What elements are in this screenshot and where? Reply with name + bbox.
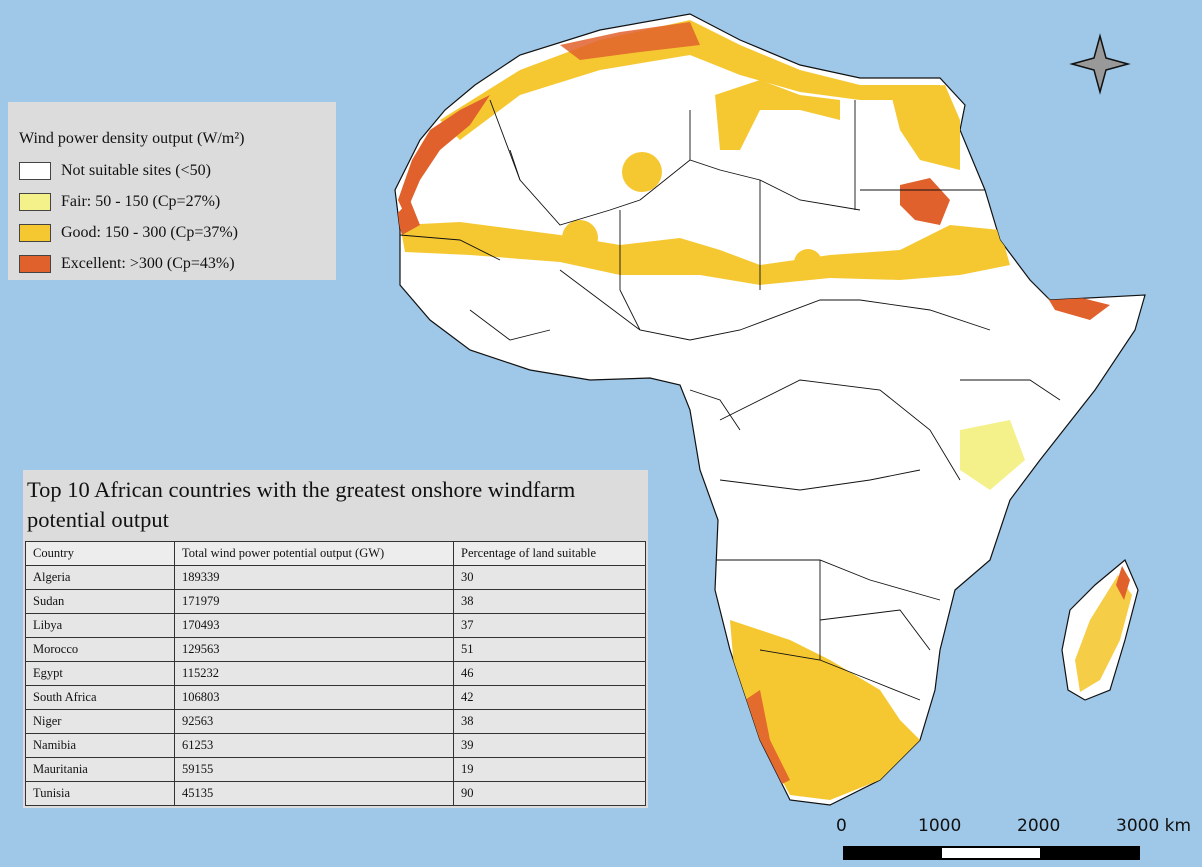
column-header-output: Total wind power potential output (GW) [174, 541, 454, 566]
wind-zone-madagascar [1075, 575, 1132, 692]
cell-output: 92563 [174, 709, 454, 734]
cell-country: Sudan [25, 589, 175, 614]
legend-label: Good: 150 - 300 (Cp=37%) [61, 223, 239, 241]
table-row: Mauritania 59155 19 [25, 757, 646, 782]
cell-percentage: 38 [453, 589, 646, 614]
legend-swatch [19, 223, 51, 242]
cell-output: 115232 [174, 661, 454, 686]
cell-country: Egypt [25, 661, 175, 686]
table-row: Egypt 115232 46 [25, 661, 646, 686]
cell-percentage: 42 [453, 685, 646, 710]
wind-zone-botswana-spot [814, 672, 850, 708]
table-title: Top 10 African countries with the greate… [27, 477, 576, 532]
legend-label: Excellent: >300 (Cp=43%) [61, 254, 235, 272]
cell-output: 106803 [174, 685, 454, 710]
cell-output: 129563 [174, 637, 454, 662]
scale-label-0: 0 [836, 816, 847, 836]
cell-country: Algeria [25, 565, 175, 590]
cell-country: Niger [25, 709, 175, 734]
legend-title: Wind power density output (W/m²) [19, 130, 245, 147]
cell-output: 189339 [174, 565, 454, 590]
wind-zone-libya [715, 80, 840, 150]
africa-landmass [394, 13, 1146, 806]
legend-item-not-suitable: Not suitable sites (<50) [19, 155, 336, 186]
wind-zone-chad-spot [794, 249, 822, 277]
legend-item-good: Good: 150 - 300 (Cp=37%) [19, 217, 336, 248]
column-header-country: Country [25, 541, 175, 566]
country-borders [399, 99, 1061, 701]
wind-zone-cape-excellent [745, 690, 790, 785]
scale-label-1000: 1000 [918, 816, 962, 836]
cell-percentage: 51 [453, 637, 646, 662]
table-row: Niger 92563 38 [25, 709, 646, 734]
table-row: Libya 170493 37 [25, 613, 646, 638]
cell-country: Libya [25, 613, 175, 638]
wind-zone-mauritania-excellent [396, 200, 420, 235]
table-row: Sudan 171979 38 [25, 589, 646, 614]
column-header-percentage: Percentage of land suitable [453, 541, 646, 566]
table-row: Morocco 129563 51 [25, 637, 646, 662]
wind-zone-east-africa [960, 420, 1025, 490]
cell-percentage: 37 [453, 613, 646, 638]
cell-output: 45135 [174, 781, 454, 806]
cell-output: 59155 [174, 757, 454, 782]
cell-percentage: 46 [453, 661, 646, 686]
cell-output: 61253 [174, 733, 454, 758]
cell-country: Namibia [25, 733, 175, 758]
cell-output: 171979 [174, 589, 454, 614]
legend-label: Not suitable sites (<50) [61, 161, 211, 179]
cell-country: Mauritania [25, 757, 175, 782]
cell-percentage: 30 [453, 565, 646, 590]
scale-label-3000km: 3000 km [1116, 816, 1192, 836]
cell-percentage: 19 [453, 757, 646, 782]
top10-table-panel: Top 10 African countries with the greate… [23, 470, 648, 808]
cell-percentage: 38 [453, 709, 646, 734]
cell-country: Tunisia [25, 781, 175, 806]
top10-table: Country Total wind power potential outpu… [25, 541, 646, 806]
wind-zone-algeria-spot [622, 152, 662, 192]
map-legend: Wind power density output (W/m²) Not sui… [8, 102, 336, 280]
table-row: Tunisia 45135 90 [25, 781, 646, 806]
scale-bar [843, 846, 1140, 860]
wind-zone-atlas-excellent [560, 22, 700, 60]
wind-zones [396, 20, 1110, 800]
cell-output: 170493 [174, 613, 454, 638]
table-row: Namibia 61253 39 [25, 733, 646, 758]
legend-item-fair: Fair: 50 - 150 (Cp=27%) [19, 186, 336, 217]
scale-label-2000: 2000 [1017, 816, 1061, 836]
legend-label: Fair: 50 - 150 (Cp=27%) [61, 192, 221, 210]
north-arrow-icon [1069, 33, 1131, 95]
wind-zone-madagascar-excellent [1116, 566, 1130, 600]
wind-zone-morocco-coast-excellent [398, 95, 490, 215]
cell-country: South Africa [25, 685, 175, 710]
wind-zone-mali-spot [562, 220, 598, 256]
cell-percentage: 39 [453, 733, 646, 758]
table-header-row: Country Total wind power potential outpu… [25, 541, 646, 566]
legend-swatch [19, 192, 51, 211]
legend-swatch [19, 254, 51, 273]
legend-swatch [19, 161, 51, 180]
cell-country: Morocco [25, 637, 175, 662]
wind-zone-sahel-band [400, 222, 1010, 285]
table-row: Algeria 189339 30 [25, 565, 646, 590]
table-row: South Africa 106803 42 [25, 685, 646, 710]
wind-zone-egypt [890, 85, 960, 170]
cell-percentage: 90 [453, 781, 646, 806]
legend-item-excellent: Excellent: >300 (Cp=43%) [19, 248, 336, 279]
